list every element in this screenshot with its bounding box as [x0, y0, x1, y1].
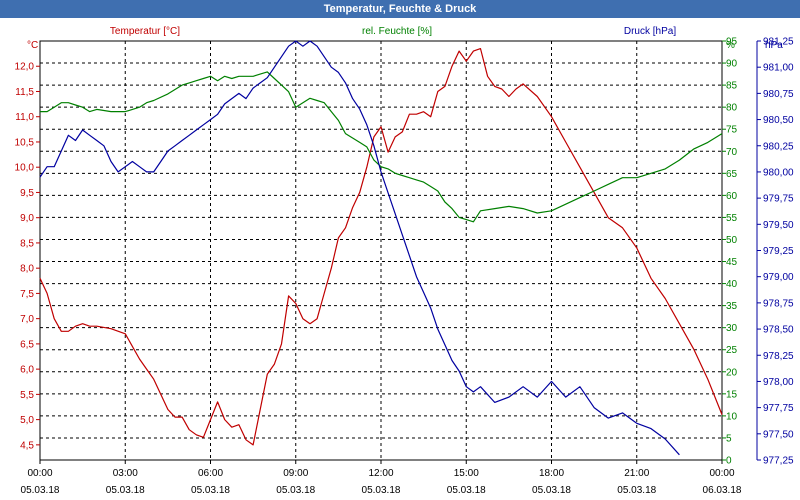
pressure-tick-label: 978,25 — [763, 351, 794, 362]
temperature-tick-label: 5,0 — [20, 415, 34, 426]
pressure-tick-label: 979,50 — [763, 220, 794, 231]
x-tick-time: 09:00 — [283, 468, 308, 479]
temperature-tick-label: 5,5 — [20, 390, 34, 401]
pressure-tick-label: 981,25 — [763, 37, 794, 48]
temperature-tick-label: 7,5 — [20, 289, 34, 300]
humidity-tick-label: 95 — [726, 37, 738, 48]
pressure-tick-label: 981,00 — [763, 63, 794, 74]
x-tick-date: 05.03.18 — [617, 485, 656, 496]
temperature-tick-label: 11,0 — [15, 112, 34, 123]
temperature-tick-label: 9,5 — [20, 188, 34, 199]
pressure-tick-label: 978,00 — [763, 377, 794, 388]
x-tick-time: 21:00 — [624, 468, 649, 479]
humidity-tick-label: 65 — [726, 169, 738, 180]
x-tick-time: 03:00 — [113, 468, 138, 479]
chart-axes: 00:00 05.03.18 03:00 05.03.18 06:00 05.03.18 0… — [15, 26, 794, 496]
x-tick-date: 05.03.18 — [447, 485, 486, 496]
x-tick-time: 18:00 — [539, 468, 564, 479]
x-tick-date: 05.03.18 — [21, 485, 60, 496]
humidity-tick-label: 25 — [726, 345, 738, 356]
humidity-tick-label: 60 — [726, 191, 738, 202]
pressure-tick-label: 979,25 — [763, 246, 794, 257]
x-tick-time: 06:00 — [198, 468, 223, 479]
humidity-tick-label: 55 — [726, 213, 738, 224]
humidity-tick-label: 85 — [726, 81, 738, 92]
x-tick-date: 05.03.18 — [191, 485, 230, 496]
temperature-tick-label: 10,0 — [15, 163, 35, 174]
temperature-tick-label: 6,5 — [20, 339, 34, 350]
humidity-tick-label: 10 — [726, 411, 738, 422]
temperature-tick-label: 4,5 — [20, 440, 34, 451]
humidity-tick-label: 45 — [726, 257, 738, 268]
temperature-tick-label: 8,0 — [20, 264, 34, 275]
pressure-tick-label: 980,75 — [763, 89, 794, 100]
temperature-tick-label: 10,5 — [15, 137, 35, 148]
temperature-tick-label: 12,0 — [15, 62, 35, 73]
pressure-tick-label: 979,00 — [763, 272, 794, 283]
pressure-tick-label: 980,00 — [763, 167, 794, 178]
x-tick-date: 05.03.18 — [106, 485, 145, 496]
humidity-tick-label: 5 — [726, 433, 732, 444]
temperature-line — [39, 47, 723, 446]
humidity-tick-label: 0 — [726, 456, 732, 467]
temperature-axis-title: Temperatur [°C] — [110, 26, 180, 37]
pressure-unit: hPa — [765, 40, 783, 51]
humidity-tick-label: 20 — [726, 367, 738, 378]
humidity-line — [40, 71, 723, 223]
x-tick-time: 00:00 — [709, 468, 734, 479]
humidity-unit: % — [726, 40, 735, 51]
humidity-tick-label: 35 — [726, 301, 738, 312]
humidity-tick-label: 70 — [726, 147, 738, 158]
pressure-axis-title: Druck [hPa] — [624, 26, 676, 37]
chart-grid — [40, 41, 722, 460]
pressure-line — [39, 40, 680, 456]
x-tick-time: 15:00 — [454, 468, 479, 479]
humidity-tick-label: 50 — [726, 235, 738, 246]
temperature-unit: °C — [27, 40, 38, 51]
humidity-tick-label: 90 — [726, 59, 738, 70]
pressure-tick-label: 978,75 — [763, 298, 794, 309]
humidity-tick-label: 40 — [726, 279, 738, 290]
pressure-tick-label: 979,75 — [763, 194, 794, 205]
temperature-tick-label: 9,0 — [20, 213, 34, 224]
x-tick-date: 05.03.18 — [276, 485, 315, 496]
x-tick-time: 00:00 — [27, 468, 52, 479]
pressure-tick-label: 980,50 — [763, 115, 794, 126]
humidity-tick-label: 80 — [726, 103, 738, 114]
temperature-tick-label: 11,5 — [15, 87, 34, 98]
x-tick-time: 12:00 — [368, 468, 393, 479]
chart-title-bar: Temperatur, Feuchte & Druck — [0, 0, 800, 18]
humidity-tick-label: 15 — [726, 389, 738, 400]
x-tick-date: 05.03.18 — [362, 485, 401, 496]
humidity-tick-label: 75 — [726, 125, 738, 136]
temperature-tick-label: 8,5 — [20, 238, 34, 249]
temperature-tick-label: 6,0 — [20, 365, 34, 376]
x-tick-date: 05.03.18 — [532, 485, 571, 496]
pressure-tick-label: 977,75 — [763, 403, 794, 414]
humidity-tick-label: 30 — [726, 323, 738, 334]
pressure-tick-label: 980,25 — [763, 141, 794, 152]
plot-frame — [36, 40, 761, 464]
humidity-axis-title: rel. Feuchte [%] — [362, 26, 432, 37]
chart-title: Temperatur, Feuchte & Druck — [323, 3, 477, 15]
x-tick-date: 06.03.18 — [703, 485, 742, 496]
pressure-tick-label: 978,50 — [763, 325, 794, 336]
temperature-tick-label: 7,0 — [20, 314, 34, 325]
pressure-tick-label: 977,25 — [763, 456, 794, 467]
pressure-tick-label: 977,50 — [763, 429, 794, 440]
chart-series — [39, 40, 723, 456]
